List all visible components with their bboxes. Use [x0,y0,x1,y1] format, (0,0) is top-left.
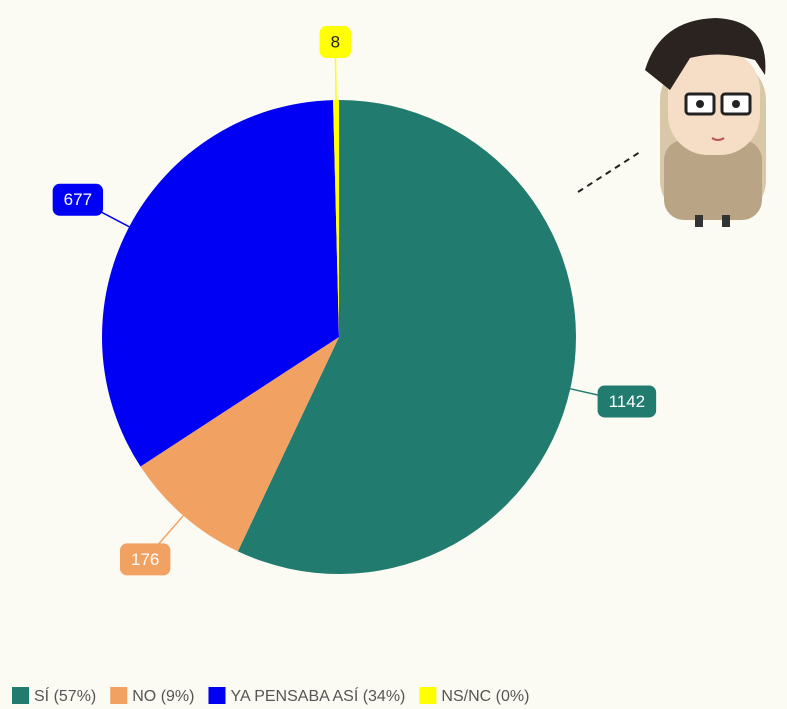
data-label: 1142 [597,385,657,418]
data-label: 677 [52,183,104,216]
data-label: 8 [319,26,352,59]
legend-label: NO (9%) [132,688,194,705]
data-label-text: 1142 [609,392,646,411]
legend-label: NS/NC (0%) [441,688,529,705]
data-label-text: 8 [331,33,340,52]
data-label-text: 677 [64,190,92,209]
data-label-text: 176 [131,550,159,569]
pie-slice [333,100,339,337]
data-label: 176 [120,543,171,576]
legend-swatch [12,687,29,704]
data-label-box [52,183,104,216]
legend-swatch [208,687,226,704]
data-label-box [597,385,657,418]
pie-slice [102,100,339,467]
cartoon-character [577,18,766,227]
data-label-box [120,543,171,576]
legend-swatch [110,687,128,704]
legend-swatch [419,687,437,704]
data-label-box [319,26,352,59]
pie-slice [140,337,339,552]
legend-label: YA PENSABA ASÍ (34%) [230,686,405,705]
pie-slice [237,100,577,575]
legend-label: SÍ (57%) [34,686,96,705]
